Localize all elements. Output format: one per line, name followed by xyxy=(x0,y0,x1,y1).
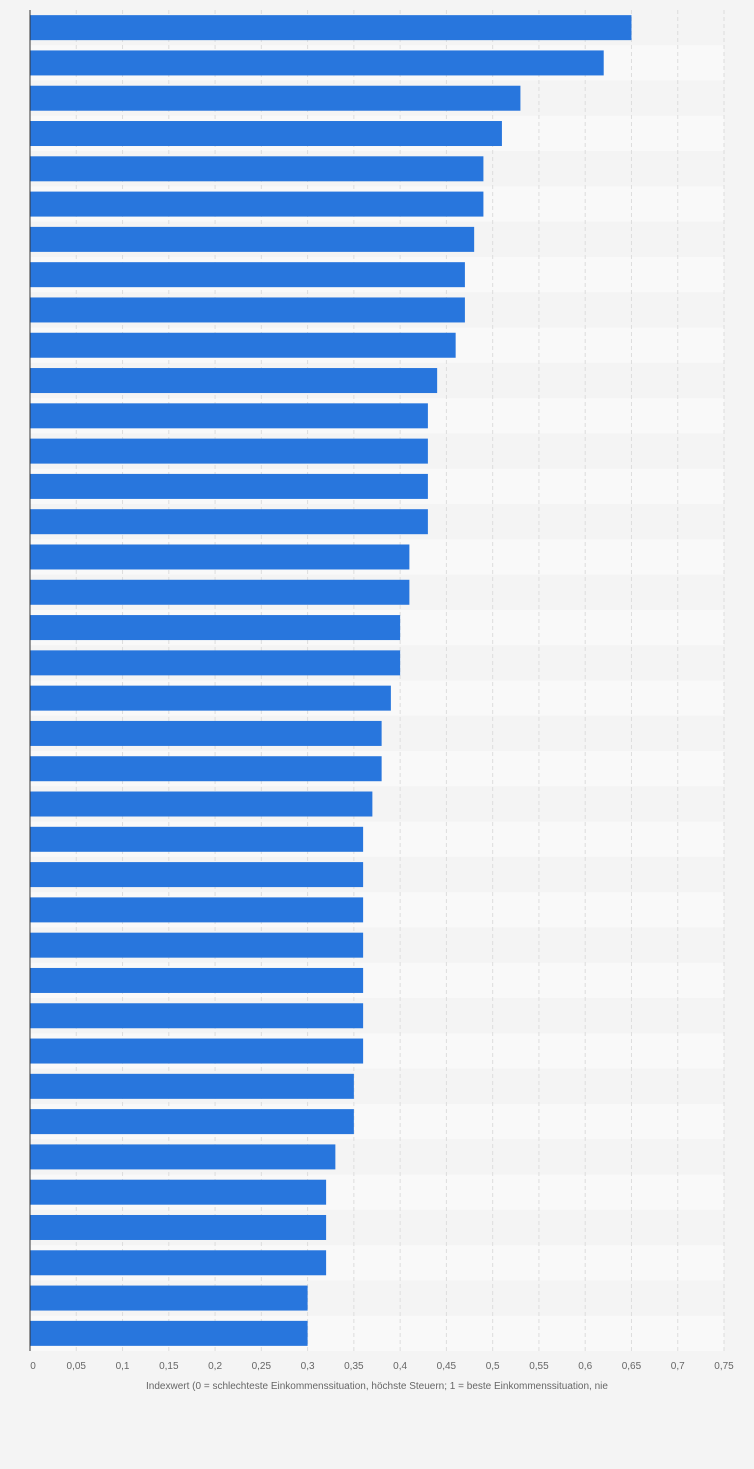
bar xyxy=(30,650,401,676)
bar xyxy=(30,1073,354,1099)
bar xyxy=(30,615,401,641)
bar xyxy=(30,368,438,394)
bar xyxy=(30,403,428,429)
bar xyxy=(30,756,382,782)
bar xyxy=(30,15,632,41)
x-tick-label: 0,35 xyxy=(344,1361,364,1372)
x-tick-label: 0,6 xyxy=(578,1361,592,1372)
bar xyxy=(30,685,391,711)
bar xyxy=(30,826,364,852)
x-tick-label: 0,65 xyxy=(622,1361,642,1372)
bar xyxy=(30,932,364,958)
bar xyxy=(30,1320,308,1346)
bar xyxy=(30,720,382,746)
x-tick-label: 0,05 xyxy=(67,1361,87,1372)
bar xyxy=(30,438,428,464)
x-tick-label: 0,7 xyxy=(671,1361,685,1372)
bar xyxy=(30,191,484,217)
bar xyxy=(30,967,364,993)
bar xyxy=(30,1003,364,1029)
x-tick-label: 0,15 xyxy=(159,1361,179,1372)
bar xyxy=(30,121,502,147)
bar xyxy=(30,50,604,76)
x-tick-label: 0,1 xyxy=(116,1361,130,1372)
x-tick-label: 0,25 xyxy=(252,1361,272,1372)
bar xyxy=(30,509,428,535)
x-tick-label: 0,2 xyxy=(208,1361,222,1372)
bar xyxy=(30,85,521,111)
x-tick-label: 0,75 xyxy=(714,1361,734,1372)
x-tick-label: 0,4 xyxy=(393,1361,407,1372)
x-tick-label: 0,55 xyxy=(529,1361,549,1372)
bar xyxy=(30,1250,327,1276)
x-tick-label: 0,3 xyxy=(301,1361,315,1372)
bar xyxy=(30,862,364,888)
bar xyxy=(30,332,456,358)
bar xyxy=(30,791,373,817)
x-tick-label: 0,45 xyxy=(437,1361,457,1372)
bar xyxy=(30,1214,327,1240)
x-axis-title: Indexwert (0 = schlechteste Einkommenssi… xyxy=(146,1381,608,1392)
x-tick-label: 0 xyxy=(30,1361,36,1372)
bar xyxy=(30,262,465,288)
bars xyxy=(30,15,632,1346)
bar xyxy=(30,226,475,252)
bar xyxy=(30,544,410,570)
x-tick-label: 0,5 xyxy=(486,1361,500,1372)
bar xyxy=(30,579,410,605)
bar xyxy=(30,897,364,923)
bar xyxy=(30,297,465,323)
bar xyxy=(30,156,484,182)
bar xyxy=(30,473,428,499)
bar xyxy=(30,1109,354,1135)
bar xyxy=(30,1285,308,1311)
bar xyxy=(30,1179,327,1205)
bar xyxy=(30,1144,336,1170)
bar xyxy=(30,1038,364,1064)
x-tick-labels: 0 0,05 0,1 0,15 0,2 0,25 0,3 0,35 0,4 0,45 0,5 0,55… xyxy=(30,1361,734,1372)
